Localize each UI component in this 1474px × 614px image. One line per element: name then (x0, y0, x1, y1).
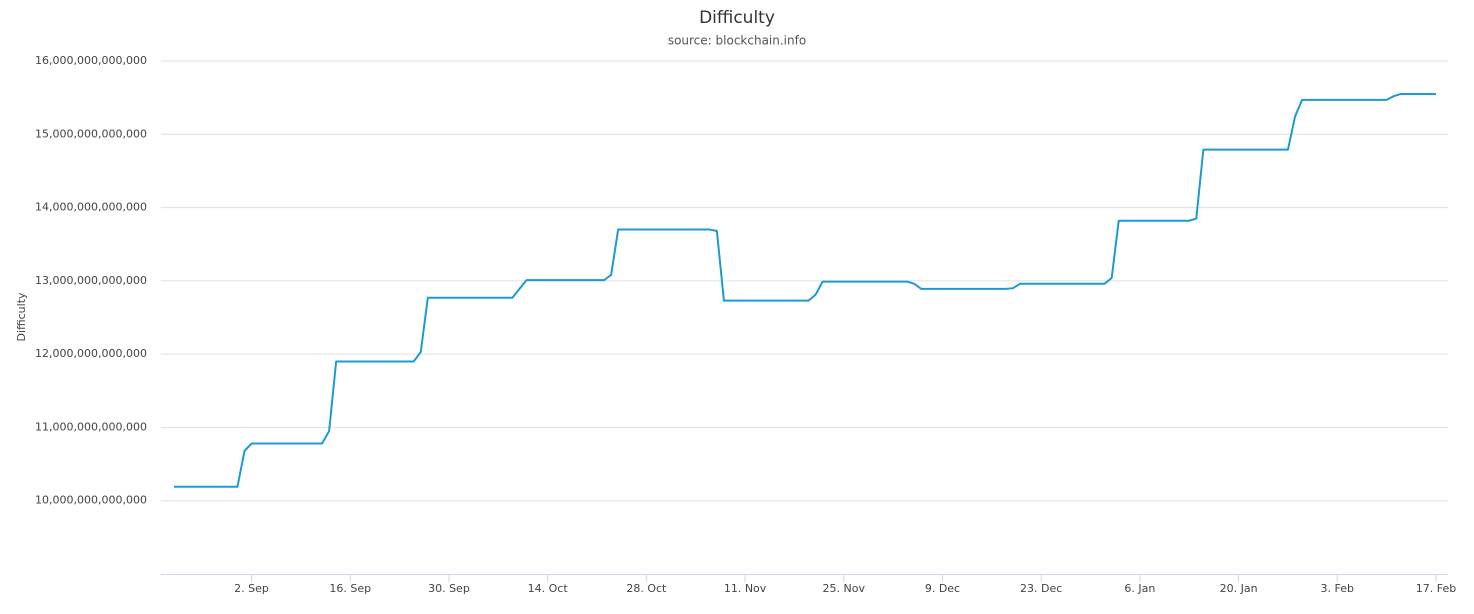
x-tick-label: 17. Feb (1416, 582, 1456, 595)
x-tick-label: 6. Jan (1124, 582, 1155, 595)
y-tick-label: 15,000,000,000,000 (35, 127, 147, 140)
y-tick-label: 10,000,000,000,000 (35, 494, 147, 507)
x-tick-label: 11. Nov (724, 582, 767, 595)
x-tick-label: 25. Nov (823, 582, 866, 595)
y-tick-label: 12,000,000,000,000 (35, 347, 147, 360)
x-tick-label: 20. Jan (1220, 582, 1258, 595)
x-tick-label: 9. Dec (925, 582, 960, 595)
y-axis-label: Difficulty (15, 292, 28, 342)
x-tick-label: 23. Dec (1020, 582, 1062, 595)
y-tick-label: 16,000,000,000,000 (35, 54, 147, 67)
y-tick-label: 14,000,000,000,000 (35, 201, 147, 214)
chart-title: Difficulty (699, 8, 775, 28)
x-tick-label: 3. Feb (1321, 582, 1354, 595)
data-line (174, 92, 1436, 488)
x-tick-label: 14. Oct (528, 582, 569, 595)
x-tick-label: 28. Oct (626, 582, 667, 595)
y-tick-label: 13,000,000,000,000 (35, 274, 147, 287)
x-tick-label: 16. Sep (329, 582, 371, 595)
x-tick-label: 30. Sep (428, 582, 470, 595)
chart-subtitle: source: blockchain.info (668, 34, 806, 48)
x-tick-label: 2. Sep (234, 582, 269, 595)
y-tick-label: 11,000,000,000,000 (35, 420, 147, 433)
